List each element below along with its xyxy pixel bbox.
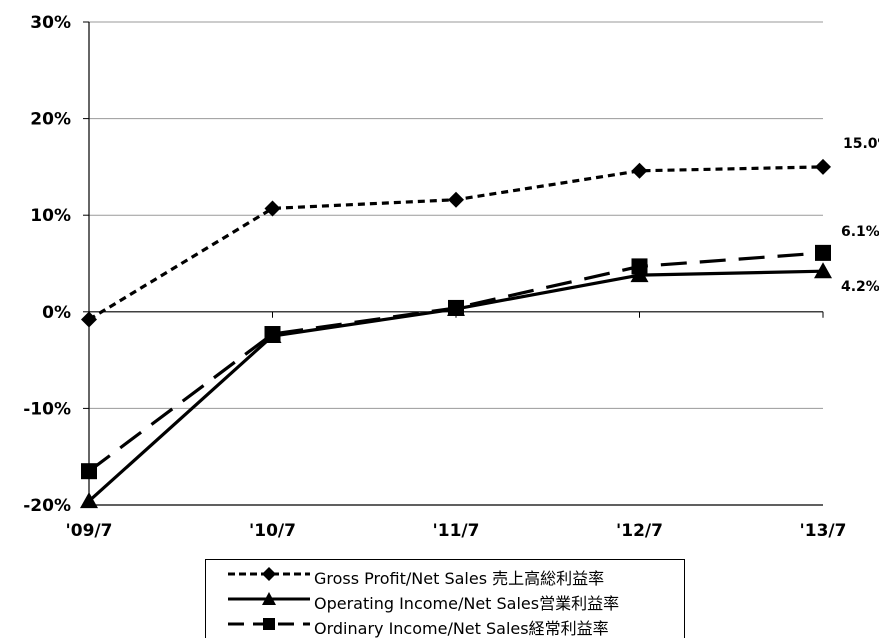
y-tick-label: -10% bbox=[23, 399, 71, 419]
data-point-square bbox=[448, 299, 464, 316]
y-tick-label: 0% bbox=[42, 303, 71, 323]
legend-swatch-operating-income bbox=[228, 592, 310, 605]
legend-item-gross-profit: Gross Profit/Net Sales 売上高総利益率 bbox=[206, 562, 684, 588]
legend-item-operating-income: Operating Income/Net Sales営業利益率 bbox=[206, 587, 684, 613]
data-label: 6.1% bbox=[841, 224, 879, 240]
data-point-square bbox=[815, 244, 831, 261]
legend-label-gross-profit: Gross Profit/Net Sales 売上高総利益率 bbox=[314, 569, 605, 588]
legend-swatch-ordinary-income bbox=[228, 618, 310, 630]
y-tick-label: 10% bbox=[30, 206, 71, 226]
data-point-diamond bbox=[448, 191, 464, 208]
legend-swatch-gross-profit bbox=[228, 567, 310, 581]
data-point-diamond bbox=[264, 200, 281, 217]
x-tick-label: '13/7 bbox=[800, 521, 847, 541]
y-tick-label: 30% bbox=[30, 13, 71, 33]
legend-label-ordinary-income: Ordinary Income/Net Sales経常利益率 bbox=[314, 619, 609, 638]
data-label: 15.0% bbox=[843, 136, 879, 152]
legend-item-ordinary-income: Ordinary Income/Net Sales経常利益率 bbox=[206, 612, 684, 638]
series-line-1 bbox=[88, 165, 824, 321]
data-point-square bbox=[631, 258, 648, 275]
series-line-3 bbox=[88, 251, 824, 473]
data-point-triangle bbox=[814, 262, 832, 279]
data-point-diamond bbox=[815, 158, 831, 175]
data-point-diamond bbox=[81, 311, 97, 328]
line-chart: 30% 20% 10% 0% -10% -20% '09/7 '10/7 '11/7 '12/7 '… bbox=[23, 13, 879, 541]
x-tick-label: '10/7 bbox=[249, 521, 296, 541]
chart-legend: Gross Profit/Net Sales 売上高総利益率 Operating… bbox=[205, 559, 685, 638]
data-label: 4.2% bbox=[841, 279, 879, 295]
data-point-square bbox=[264, 326, 281, 343]
y-tick-label: -20% bbox=[23, 496, 71, 516]
data-point-triangle bbox=[80, 492, 98, 509]
data-point-square bbox=[81, 463, 97, 480]
data-point-diamond bbox=[631, 162, 648, 179]
x-tick-label: '09/7 bbox=[66, 521, 113, 541]
y-tick-label: 20% bbox=[30, 110, 71, 130]
x-tick-label: '11/7 bbox=[433, 521, 480, 541]
x-tick-label: '12/7 bbox=[616, 521, 663, 541]
legend-label-operating-income: Operating Income/Net Sales営業利益率 bbox=[314, 594, 620, 613]
plot-area: 30% 20% 10% 0% -10% -20% '09/7 '10/7 '11/7 '12/7 '… bbox=[23, 13, 879, 541]
